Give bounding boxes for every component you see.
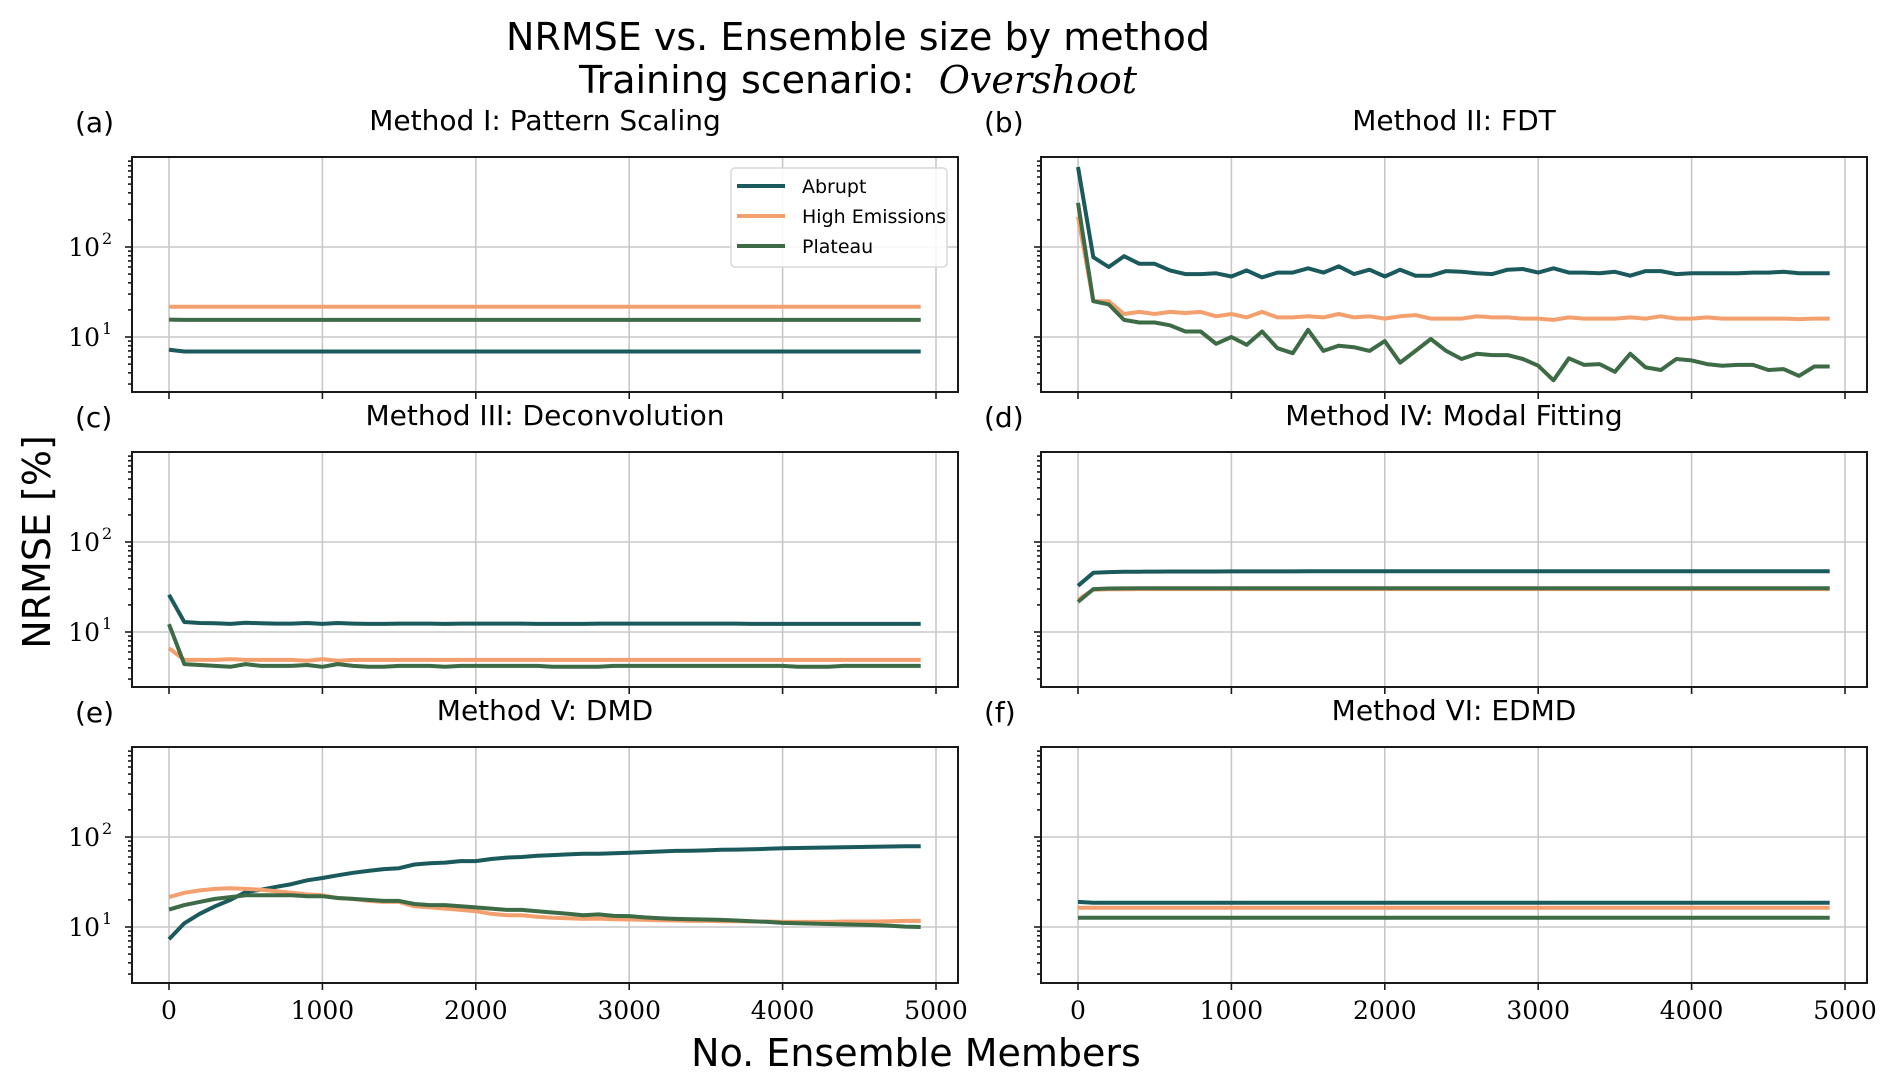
x-tick-label: 3000	[1506, 996, 1570, 1025]
legend-label: Abrupt	[802, 176, 866, 198]
series-line-high-emissions	[167, 646, 921, 663]
y-tick-exponent: 2	[102, 229, 112, 248]
legend-label: High Emissions	[802, 206, 946, 228]
series-line-plateau	[168, 893, 921, 929]
y-axis-label: NRMSE [%]	[15, 435, 59, 649]
x-tick-label: 2000	[1353, 996, 1417, 1025]
panel-letter: (e)	[75, 696, 114, 729]
y-tick-exponent: 2	[102, 524, 112, 543]
series-line-high-emissions	[1076, 587, 1830, 602]
legend: Abrupt High Emissions Plateau	[730, 167, 948, 268]
axes-frame	[131, 156, 959, 393]
x-tick-label: 5000	[904, 996, 968, 1025]
series-group	[1077, 899, 1830, 920]
figure-title: NRMSE vs. Ensemble size by method	[506, 15, 1210, 59]
y-tick-label: 10	[68, 913, 100, 942]
x-tick-label: 0	[1070, 996, 1086, 1025]
x-tick-label: 4000	[1660, 996, 1724, 1025]
x-tick-label: 1000	[291, 996, 355, 1025]
series-line-high-emissions	[168, 886, 921, 924]
x-tick-label: 3000	[597, 996, 661, 1025]
series-line-high-emissions	[1076, 216, 1830, 322]
series-line-abrupt	[1076, 569, 1830, 588]
axes-frame	[131, 746, 959, 984]
y-tick-label: 10	[68, 233, 100, 262]
axes-frame	[1040, 156, 1868, 393]
series-line-plateau	[1076, 202, 1830, 383]
y-tick-label: 10	[68, 823, 100, 852]
axes-frame	[1040, 451, 1868, 688]
series-line-abrupt	[1077, 899, 1830, 905]
panel-f: (f) Method VI: EDMD 0 1000 2000 3000 4000 5000	[984, 694, 1877, 1025]
panel-letter: (f)	[984, 696, 1016, 729]
x-tick-label: 4000	[751, 996, 815, 1025]
panel-title: Method II: FDT	[1352, 104, 1556, 137]
series-group	[167, 593, 921, 669]
x-tick-label: 1000	[1200, 996, 1264, 1025]
panel-d: (d) Method IV: Modal Fitting	[984, 399, 1868, 694]
series-group	[167, 844, 921, 941]
legend-box	[730, 167, 948, 268]
y-tick-exponent: 1	[102, 909, 112, 928]
series-line-abrupt	[167, 844, 921, 941]
y-tick-label: 10	[68, 528, 100, 557]
x-tick-label: 0	[161, 996, 177, 1025]
series-line-abrupt	[168, 347, 921, 354]
panel-letter: (c)	[75, 401, 112, 434]
legend-label: Plateau	[802, 236, 873, 258]
subtitle-prefix: Training scenario:	[578, 58, 915, 102]
series-group	[1076, 166, 1830, 383]
panel-title: Method IV: Modal Fitting	[1285, 399, 1622, 432]
panel-letter: (d)	[984, 401, 1024, 434]
y-tick-exponent: 2	[102, 819, 112, 838]
series-line-plateau	[1076, 586, 1830, 604]
subtitle-scenario: Overshoot	[939, 58, 1138, 102]
panel-title: Method VI: EDMD	[1332, 694, 1577, 727]
axes-frame	[131, 451, 959, 688]
x-axis-label: No. Ensemble Members	[691, 1031, 1141, 1075]
series-line-abrupt	[167, 593, 921, 626]
panel-letter: (b)	[984, 106, 1024, 139]
series-line-abrupt	[1076, 166, 1830, 280]
y-tick-exponent: 1	[102, 319, 112, 338]
panel-title: Method V: DMD	[437, 694, 653, 727]
panel-b: (b) Method II: FDT	[984, 104, 1868, 399]
figure-subtitle: Training scenario: Overshoot	[578, 58, 1138, 102]
y-tick-label: 10	[68, 618, 100, 647]
panel-title: Method III: Deconvolution	[366, 399, 725, 432]
series-group	[168, 304, 921, 354]
series-line-plateau	[167, 623, 921, 669]
y-tick-label: 10	[68, 323, 100, 352]
panel-letter: (a)	[75, 106, 114, 139]
x-tick-label: 5000	[1813, 996, 1877, 1025]
x-tick-label: 2000	[444, 996, 508, 1025]
axes-frame	[1040, 746, 1868, 984]
panel-title: Method I: Pattern Scaling	[369, 104, 721, 137]
y-tick-exponent: 1	[102, 614, 112, 633]
series-group	[1076, 569, 1830, 604]
